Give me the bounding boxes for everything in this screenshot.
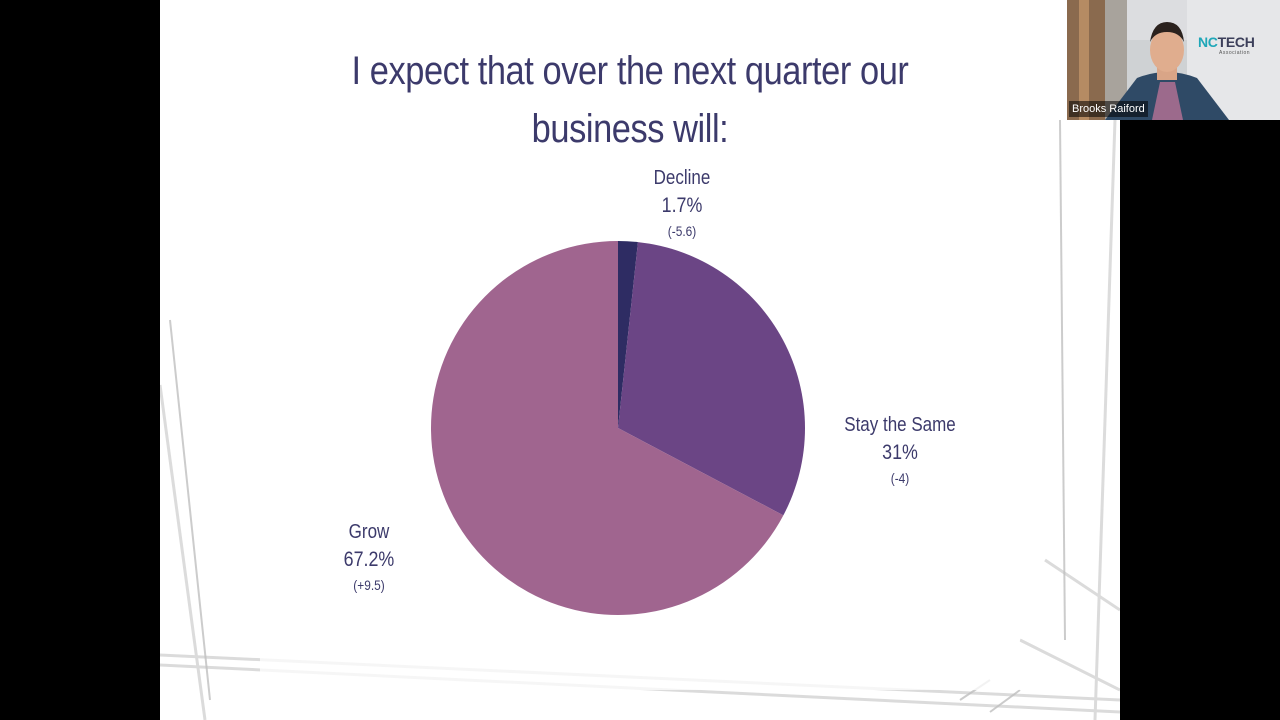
pie-slice-grow bbox=[431, 240, 784, 615]
label-grow-value: 67.2% bbox=[343, 548, 395, 571]
label-stay-the-same: Stay the Same 31% (-4) bbox=[841, 411, 960, 489]
label-grow-change: (+9.5) bbox=[353, 577, 385, 593]
label-stay-the-same-value: 31% bbox=[882, 441, 918, 464]
label-decline-name: Decline bbox=[653, 167, 711, 189]
label-decline-value: 1.7% bbox=[661, 194, 703, 217]
participant-name-tag: Brooks Raiford bbox=[1069, 101, 1148, 117]
pie-slice-decline bbox=[618, 241, 638, 428]
label-stay-the-same-name: Stay the Same bbox=[844, 414, 956, 436]
logo-nc-text: NC bbox=[1198, 34, 1218, 50]
pie-slices bbox=[431, 240, 806, 615]
label-decline: Decline 1.7% (-5.6) bbox=[648, 164, 716, 242]
label-grow-name: Grow bbox=[348, 521, 390, 543]
nctech-logo: NCTECH bbox=[1198, 34, 1255, 50]
logo-subtext: Association bbox=[1219, 50, 1251, 56]
logo-tech-text: TECH bbox=[1217, 34, 1255, 50]
label-decline-change: (-5.6) bbox=[667, 223, 697, 239]
webcam-video-tile[interactable]: NCTECH Association Brooks Raiford bbox=[1067, 0, 1280, 120]
slide-title: I expect that over the next quarter our … bbox=[351, 49, 909, 151]
presentation-slide: I expect that over the next quarter our … bbox=[160, 0, 1120, 720]
pie-chart bbox=[431, 240, 806, 615]
label-stay-the-same-change: (-4) bbox=[890, 470, 910, 486]
webcam-video-frame bbox=[1067, 0, 1280, 120]
pie-slice-stay-the-same bbox=[618, 242, 806, 516]
label-grow: Grow 67.2% (+9.5) bbox=[335, 518, 403, 596]
